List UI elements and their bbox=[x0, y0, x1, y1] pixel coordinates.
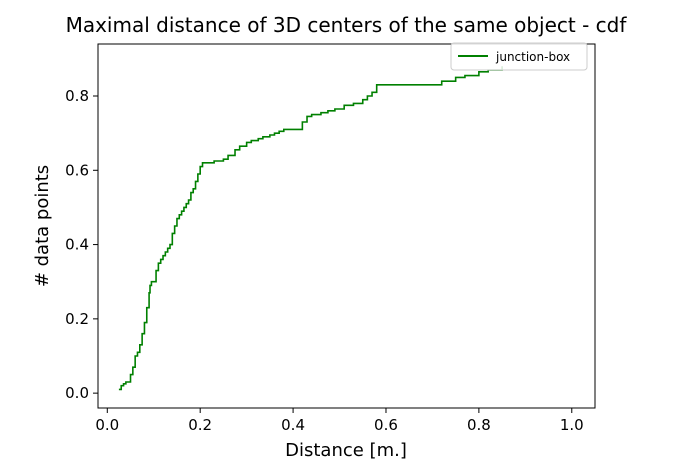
y-tick-label: 0.2 bbox=[65, 310, 89, 328]
plot-area: 0.0 0.2 0.4 0.6 0.8 1.0 0.0 0.2 0.4 0.6 0.8 bbox=[65, 43, 596, 434]
plot-frame bbox=[97, 43, 596, 409]
x-axis-label: Distance [m.] bbox=[285, 440, 407, 461]
x-axis-ticks: 0.0 0.2 0.4 0.6 0.8 1.0 bbox=[95, 408, 584, 434]
series-layer bbox=[118, 66, 503, 391]
legend-box bbox=[450, 42, 588, 71]
y-axis-label: # data points bbox=[32, 165, 53, 287]
legend-label-junction-box: junction-box bbox=[495, 50, 570, 64]
y-axis-ticks: 0.0 0.2 0.4 0.6 0.8 bbox=[65, 87, 98, 402]
y-tick-label: 0.8 bbox=[65, 87, 89, 105]
x-tick-label: 0.4 bbox=[281, 416, 305, 434]
chart-title: Maximal distance of 3D centers of the sa… bbox=[66, 13, 628, 37]
y-tick-label: 0.6 bbox=[65, 161, 89, 179]
x-tick-label: 0.0 bbox=[95, 416, 119, 434]
x-tick-label: 0.6 bbox=[374, 416, 398, 434]
legend: junction-box bbox=[450, 42, 588, 71]
x-tick-label: 0.8 bbox=[467, 416, 491, 434]
series-line-junction-box bbox=[118, 66, 503, 391]
x-tick-label: 0.2 bbox=[188, 416, 212, 434]
x-tick-label: 1.0 bbox=[560, 416, 584, 434]
y-tick-label: 0.0 bbox=[65, 384, 89, 402]
y-tick-label: 0.4 bbox=[65, 236, 89, 254]
